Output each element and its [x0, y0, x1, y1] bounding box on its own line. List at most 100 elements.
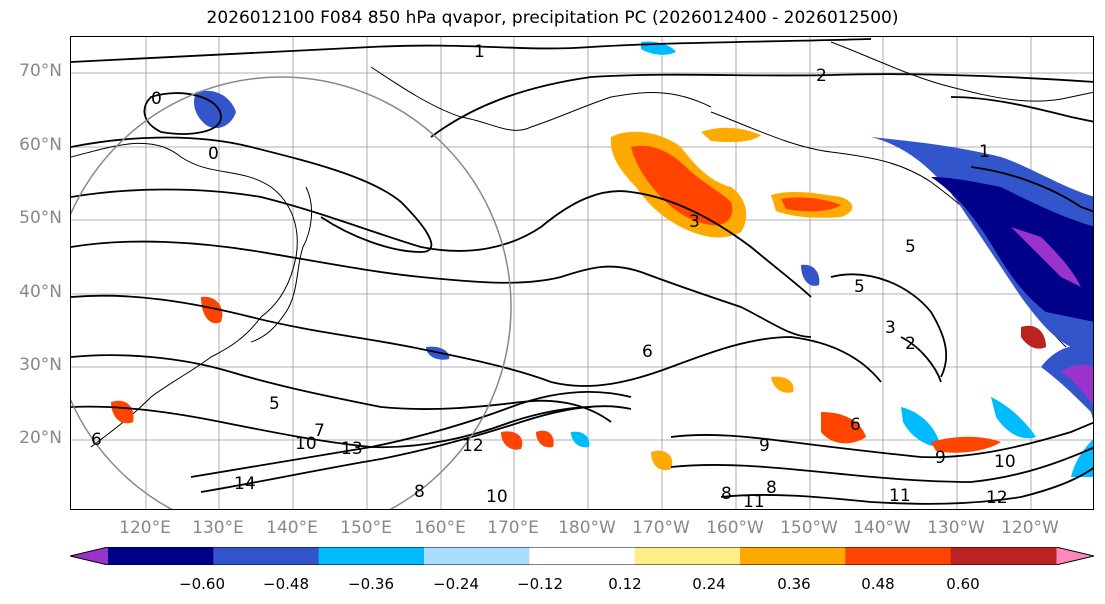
colorbar-tick: 0.12 [608, 575, 642, 593]
contour-1-arctic-east [950, 96, 1093, 123]
map-panel: 1 2 0 0 3 1 5 5 3 2 6 5 10 13 12 14 8 10… [70, 36, 1094, 510]
contour-label: 2 [905, 334, 916, 354]
contour-label: 5 [854, 277, 865, 297]
contour-5-east [830, 273, 948, 378]
lat-label-40n: 40°N [19, 282, 62, 302]
lat-label-30n: 30°N [19, 355, 62, 375]
contour-1-bc [970, 166, 1093, 213]
coastline-japan [250, 186, 312, 343]
contour-label: 6 [91, 430, 102, 450]
pos-blob-central-pacific-1 [501, 431, 523, 450]
contour-6-south [71, 354, 612, 423]
pos-blob-hawaii-north [771, 376, 794, 393]
colorbar-segment [318, 547, 425, 565]
strong-neg-field-north-america [931, 177, 1093, 322]
contour-label: 8 [721, 484, 732, 504]
pos-blob-hawaii-west [651, 450, 673, 471]
strong-pos-field-north-pacific [631, 145, 733, 226]
colorbar-tick: −0.24 [433, 575, 479, 593]
contour-9-east [670, 421, 1093, 459]
neg-field-baja [1041, 345, 1093, 420]
contour-label: 10 [486, 487, 508, 507]
colorbar-tick: 0.36 [777, 575, 811, 593]
contour-label: 14 [234, 474, 256, 494]
purple-field-coast [1011, 227, 1081, 287]
lat-label-70n: 70°N [19, 61, 62, 81]
lon-label-160e: 160°E [414, 518, 466, 538]
chart-title: 2026012100 F084 850 hPa qvapor, precipit… [206, 8, 899, 28]
contour-3-alaska-gyre [630, 191, 812, 298]
lon-label-130e: 130°E [192, 518, 244, 538]
contour-label: 6 [850, 415, 861, 435]
contour-label: 3 [885, 318, 896, 338]
lon-label-150w: 150°W [780, 518, 838, 538]
colorbar-tick: 0.48 [861, 575, 895, 593]
map-canvas: 1 2 0 0 3 1 5 5 3 2 6 5 10 13 12 14 8 10… [71, 37, 1093, 510]
contour-7-south [71, 405, 592, 449]
contour-5-mid [71, 294, 882, 387]
strong-pos-field-gulf-alaska [781, 197, 841, 212]
contour-11-east [720, 467, 1093, 505]
lon-label-170e: 170°E [487, 518, 539, 538]
contour-label: 5 [905, 237, 916, 257]
contour-label: 8 [766, 478, 777, 498]
contour-label: 3 [689, 212, 700, 232]
contour-label: 10 [994, 452, 1016, 472]
neg-blob-siberia [194, 90, 236, 129]
pos-blob-taiwan [111, 400, 134, 424]
colorbar-tick: −0.12 [517, 575, 563, 593]
lon-label-140e: 140°E [266, 518, 318, 538]
contour-label: 8 [414, 482, 425, 502]
neg-blob-date-line [571, 431, 590, 448]
coastline-arctic [830, 41, 1093, 102]
contour-label: 5 [269, 394, 280, 414]
colorbar-segment [213, 547, 320, 565]
projection-outline [71, 76, 512, 509]
contour-1-mid [71, 188, 632, 252]
lon-label-150e: 150°E [340, 518, 392, 538]
contour-label: 11 [889, 486, 911, 506]
colorbar-segment [108, 547, 214, 565]
contour-label: 10 [295, 434, 317, 454]
lon-label-120w: 120°W [1001, 518, 1059, 538]
colorbar-extend-right [1056, 547, 1094, 565]
contour-label: 9 [935, 448, 946, 468]
contour-4-mid [71, 240, 812, 338]
purple-field-baja [1061, 364, 1093, 405]
pos-blob-japan-south [201, 296, 223, 324]
contour-2-east [900, 336, 942, 383]
contour-label: 13 [341, 439, 363, 459]
lon-label-170w: 170°W [632, 518, 690, 538]
colorbar-tick: 0.60 [946, 575, 980, 593]
weak-neg-blob-2 [901, 407, 941, 447]
colorbar-segment [740, 547, 846, 565]
contour-13-jet [200, 405, 632, 493]
contour-10-east [670, 446, 1093, 483]
pos-blob-subtropical [931, 436, 1001, 453]
lon-label-130w: 130°W [927, 518, 985, 538]
colorbar [70, 547, 1094, 565]
colorbar-segment [845, 547, 952, 565]
colorbar-tick: −0.48 [263, 575, 309, 593]
lat-label-20n: 20°N [19, 428, 62, 448]
contour-label: 1 [979, 142, 990, 162]
shading [111, 41, 1093, 477]
colorbar-segment [529, 547, 636, 565]
lat-label-50n: 50°N [19, 208, 62, 228]
contour-label: 0 [151, 89, 162, 109]
contour-label: 7 [314, 421, 325, 441]
contour-10-jet [190, 390, 632, 478]
contour-1-north [71, 38, 872, 63]
colorbar-extend-left [70, 547, 108, 565]
colorbar-tick: −0.36 [348, 575, 394, 593]
colorbar-segment [950, 547, 1057, 565]
colorbar-segment [424, 547, 530, 565]
contours [71, 38, 1093, 505]
colorbar-segments [108, 547, 1057, 565]
neg-blob-mid-pacific [801, 264, 820, 286]
weak-neg-blob-1 [991, 397, 1036, 439]
contour-label: 11 [743, 492, 765, 510]
contour-label: 12 [986, 488, 1008, 508]
colorbar-tick: −0.60 [179, 575, 225, 593]
pos-blob-east-pacific [821, 412, 866, 444]
